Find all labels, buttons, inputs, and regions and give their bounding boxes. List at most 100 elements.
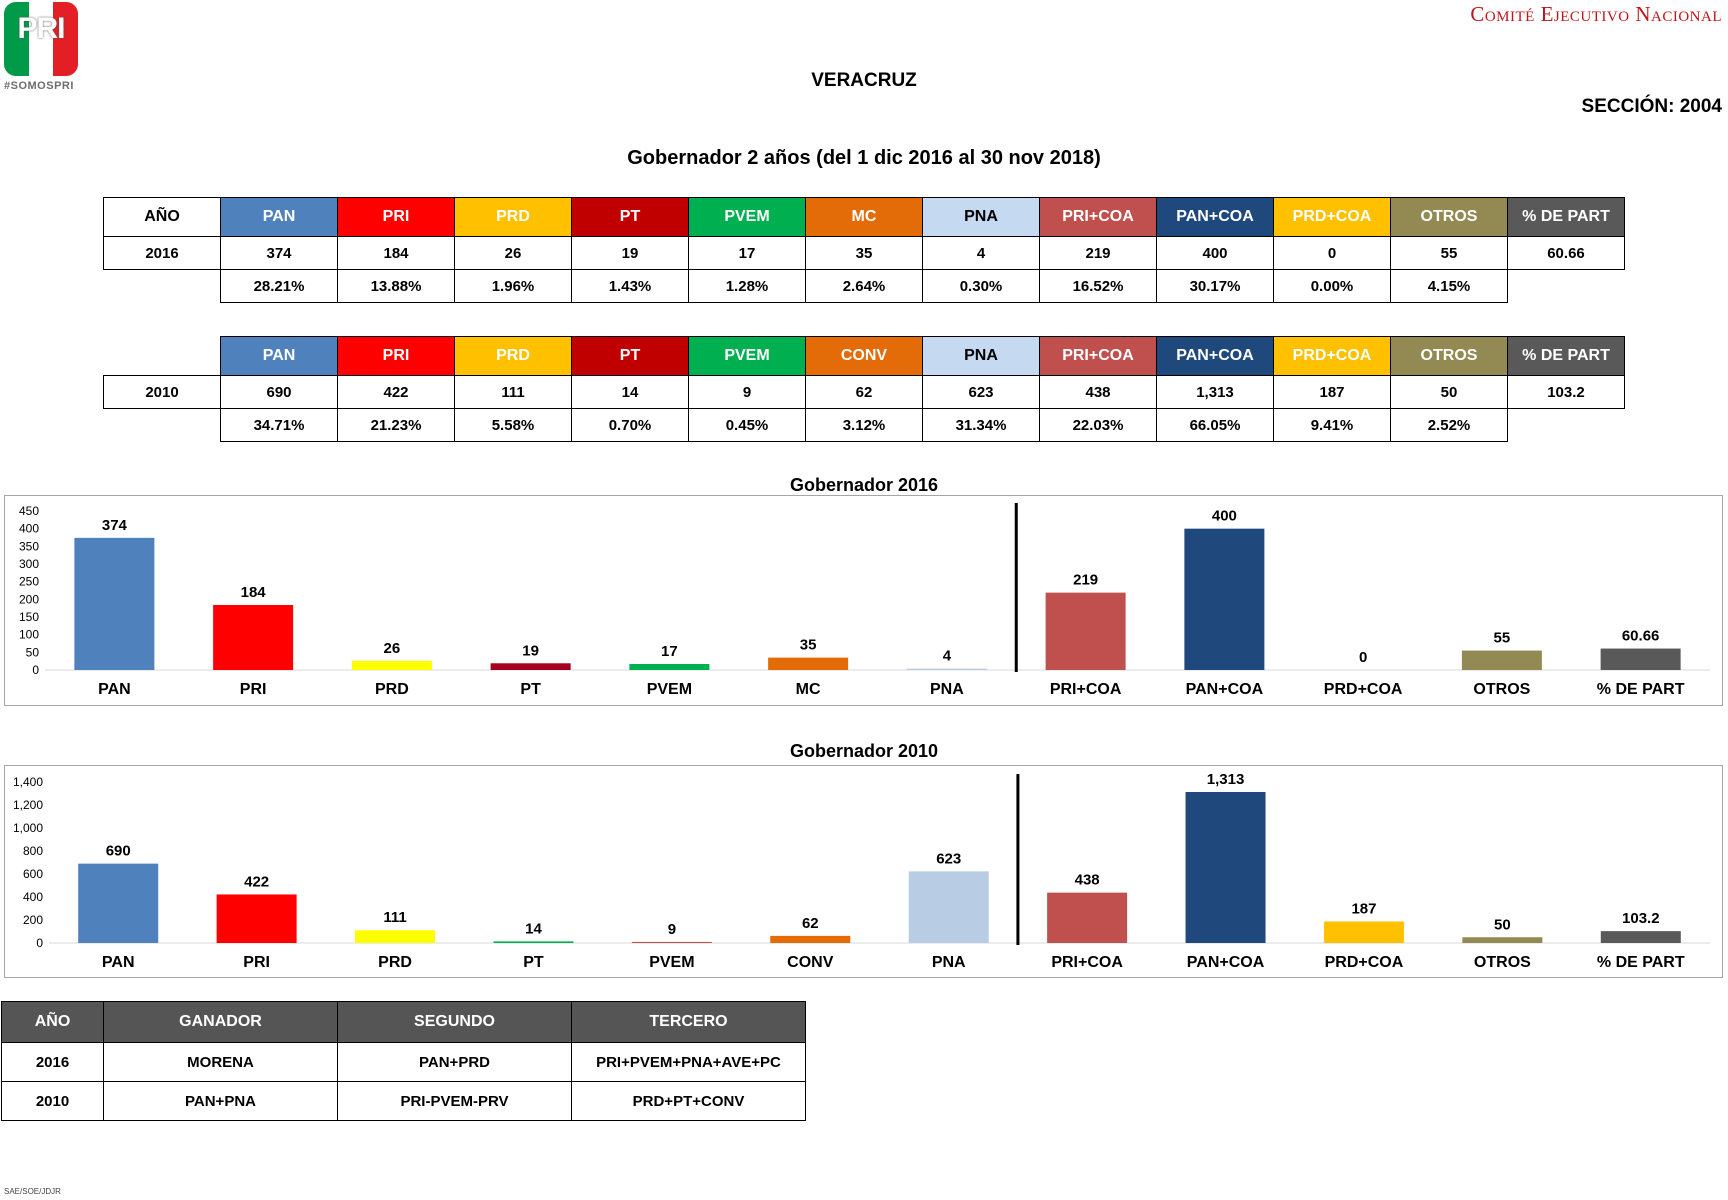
bar [631, 941, 712, 943]
party-header: PT [571, 197, 689, 237]
bar [1600, 648, 1681, 670]
winners-cell: PAN+PNA [103, 1081, 338, 1121]
winners-cell: 2016 [1, 1042, 104, 1082]
y-tick-label: 50 [26, 645, 40, 659]
category-label: PRD [378, 954, 412, 971]
percent-cell: 2.64% [805, 269, 923, 303]
logo-white-stripe [28, 2, 54, 76]
percent-cell: 21.23% [337, 408, 455, 442]
party-header: PRD+COA [1273, 197, 1391, 237]
party-header: PVEM [688, 336, 806, 376]
party-header: PRI+COA [1039, 197, 1157, 237]
bar [216, 894, 297, 943]
vote-cell: 184 [337, 236, 455, 270]
vote-cell: 690 [220, 375, 338, 409]
header-row: PAN PRI PRD PT PVEM CONV PNA PRI+COA PAN+COA PRD+… [104, 336, 1625, 376]
party-header: PRD [454, 336, 572, 376]
category-label: OTROS [1474, 954, 1531, 971]
category-label: PNA [932, 954, 966, 971]
category-label: PRD+COA [1325, 954, 1404, 971]
y-tick-label: 350 [19, 539, 39, 553]
data-label: 62 [802, 915, 819, 932]
percent-cell: 3.12% [805, 408, 923, 442]
y-tick-label: 100 [19, 628, 39, 642]
org-name: Comité Ejecutivo Nacional [1470, 2, 1722, 26]
bar [1323, 921, 1404, 943]
winners-row: 2010 PAN+PNA PRI-PVEM-PRV PRD+PT+CONV [1, 1081, 806, 1121]
bar [351, 660, 432, 670]
category-label: PRD+COA [1324, 681, 1403, 698]
winners-cell: PRI+PVEM+PNA+AVE+PC [571, 1042, 806, 1082]
year-header: AÑO [103, 197, 221, 237]
winners-header: GANADOR [103, 1001, 338, 1043]
percent-cell: 1.96% [454, 269, 572, 303]
category-label: % DE PART [1597, 954, 1685, 971]
percent-row: 34.71% 21.23% 5.58% 0.70% 0.45% 3.12% 31.34% 22… [104, 408, 1625, 442]
bar [906, 668, 987, 670]
y-tick-label: 1,200 [13, 798, 43, 812]
category-label: OTROS [1473, 681, 1530, 698]
party-header: PAN+COA [1156, 336, 1274, 376]
percent-cell: 30.17% [1156, 269, 1274, 303]
election-subtitle: Gobernador 2 años (del 1 dic 2016 al 30 … [627, 147, 1101, 169]
party-header: CONV [805, 336, 923, 376]
bar [1461, 650, 1542, 670]
percent-cell: 1.28% [688, 269, 806, 303]
category-label: PT [523, 954, 544, 971]
logo-text: PRI [17, 12, 65, 45]
percent-cell: 34.71% [220, 408, 338, 442]
empty-cell [1508, 270, 1625, 303]
chart-title-2010: Gobernador 2010 [789, 741, 939, 761]
winners-row: 2016 MORENA PAN+PRD PRI+PVEM+PNA+AVE+PC [1, 1042, 806, 1082]
chart-2016: 0 50 100 150 200 250 300 350 400 450 374 PAN 184 PRI 2… [4, 495, 1723, 706]
party-header: OTROS [1390, 197, 1508, 237]
percent-cell: 66.05% [1156, 408, 1274, 442]
category-label: PRI [240, 681, 267, 698]
vote-cell: 9 [688, 375, 806, 409]
y-tick-label: 200 [23, 913, 43, 927]
data-label: 4 [943, 648, 952, 665]
category-label: % DE PART [1597, 681, 1685, 698]
percent-cell: 13.88% [337, 269, 455, 303]
party-header: PT [571, 336, 689, 376]
bar [768, 657, 849, 670]
y-tick-label: 0 [32, 663, 39, 677]
y-tick-label: 450 [19, 504, 39, 518]
vote-cell: 422 [337, 375, 455, 409]
data-label: 9 [668, 921, 676, 938]
category-label: PRI [243, 954, 270, 971]
y-tick-label: 200 [19, 592, 39, 606]
party-header: PAN [220, 336, 338, 376]
vote-cell: 187 [1273, 375, 1391, 409]
bar [74, 537, 155, 670]
winners-header: TERCERO [571, 1001, 806, 1043]
data-label: 187 [1351, 900, 1376, 917]
vote-cell: 35 [805, 236, 923, 270]
vote-cell: 623 [922, 375, 1040, 409]
bar [1600, 931, 1681, 943]
empty-cell [104, 270, 221, 303]
bar [493, 941, 574, 943]
bar [1185, 792, 1266, 943]
category-label: PAN+COA [1187, 954, 1265, 971]
percent-cell: 5.58% [454, 408, 572, 442]
winners-cell: PAN+PRD [337, 1042, 572, 1082]
data-label: 623 [936, 850, 961, 867]
data-label: 26 [384, 640, 401, 657]
chart-title-2016: Gobernador 2016 [789, 475, 939, 495]
vote-cell: 4 [922, 236, 1040, 270]
empty-cell [104, 409, 221, 442]
category-label: MC [796, 681, 821, 698]
logo-red-stripe [53, 2, 78, 76]
vote-cell: 50 [1390, 375, 1508, 409]
data-label: 50 [1494, 916, 1511, 933]
vote-cell: 14 [571, 375, 689, 409]
party-header: PRI [337, 197, 455, 237]
party-header: PNA [922, 336, 1040, 376]
data-label: 103.2 [1622, 910, 1660, 927]
bar-chart-2010: 0 200 400 600 800 1,000 1,200 1,400 690 PAN 422 PRI… [13, 771, 1710, 971]
bar [213, 604, 294, 670]
party-header: PRD [454, 197, 572, 237]
category-label: PRI+COA [1050, 681, 1122, 698]
section-label: SECCIÓN: 2004 [1581, 96, 1722, 117]
